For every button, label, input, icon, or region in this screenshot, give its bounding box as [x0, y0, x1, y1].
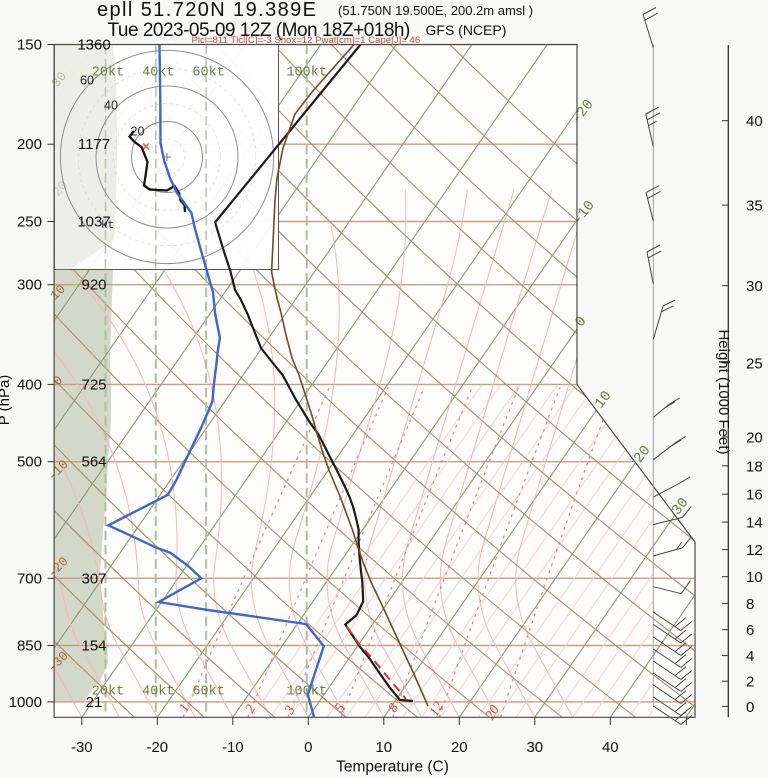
svg-text:2: 2	[746, 674, 754, 691]
svg-text:10: 10	[375, 739, 392, 756]
svg-text:700: 700	[17, 570, 42, 587]
svg-text:1037: 1037	[77, 214, 110, 231]
svg-text:150: 150	[17, 37, 42, 54]
svg-text:1360: 1360	[77, 37, 110, 54]
svg-text:Temperature (C): Temperature (C)	[336, 759, 449, 776]
svg-text:30: 30	[746, 278, 763, 295]
svg-text:200: 200	[17, 136, 42, 153]
svg-text:60kt: 60kt	[192, 685, 224, 700]
svg-text:1000: 1000	[9, 694, 42, 711]
svg-text:P (hPa): P (hPa)	[0, 375, 13, 426]
svg-text:60: 60	[80, 74, 94, 88]
svg-text:20: 20	[451, 739, 468, 756]
svg-text:16: 16	[746, 487, 763, 504]
svg-text:-20: -20	[146, 739, 168, 756]
svg-text:300: 300	[17, 277, 42, 294]
svg-text:1177: 1177	[78, 136, 110, 153]
svg-text:60kt: 60kt	[192, 66, 224, 81]
svg-text:12: 12	[746, 542, 763, 559]
svg-text:400: 400	[17, 376, 42, 393]
svg-text:35: 35	[746, 198, 763, 215]
svg-text:20kt: 20kt	[92, 66, 124, 81]
svg-text:850: 850	[17, 638, 42, 655]
svg-text:21: 21	[86, 694, 103, 711]
svg-text:25: 25	[746, 355, 763, 372]
svg-text:40kt: 40kt	[142, 685, 174, 700]
svg-text:920: 920	[81, 277, 106, 294]
svg-text:40kt: 40kt	[142, 66, 174, 81]
svg-text:8: 8	[746, 596, 754, 613]
svg-text:-30: -30	[71, 739, 93, 756]
svg-text:250: 250	[17, 214, 42, 231]
svg-text:14: 14	[746, 515, 763, 532]
svg-text:-10: -10	[222, 739, 244, 756]
svg-text:Height (1000 Feet): Height (1000 Feet)	[715, 329, 732, 454]
svg-text:4: 4	[746, 648, 754, 665]
svg-text:307: 307	[81, 570, 106, 587]
svg-text:30: 30	[526, 739, 543, 756]
svg-text:154: 154	[81, 638, 106, 655]
svg-text:20kt: 20kt	[92, 685, 124, 700]
svg-text:0: 0	[746, 699, 754, 716]
svg-text:0: 0	[304, 739, 312, 756]
svg-text:20: 20	[746, 430, 763, 447]
svg-text:725: 725	[81, 376, 106, 393]
svg-text:20: 20	[131, 125, 145, 139]
svg-text:12: 12	[427, 699, 447, 719]
svg-text:18: 18	[746, 458, 763, 475]
svg-text:40: 40	[746, 113, 763, 130]
svg-text:kt: kt	[101, 220, 114, 232]
svg-text:500: 500	[17, 454, 42, 471]
svg-text:564: 564	[81, 454, 106, 471]
svg-text:40: 40	[104, 99, 118, 113]
svg-text:10: 10	[746, 569, 763, 586]
svg-text:100kt: 100kt	[286, 66, 327, 81]
svg-text:40: 40	[602, 739, 619, 756]
svg-text:100kt: 100kt	[286, 685, 327, 700]
svg-text:6: 6	[746, 622, 754, 639]
